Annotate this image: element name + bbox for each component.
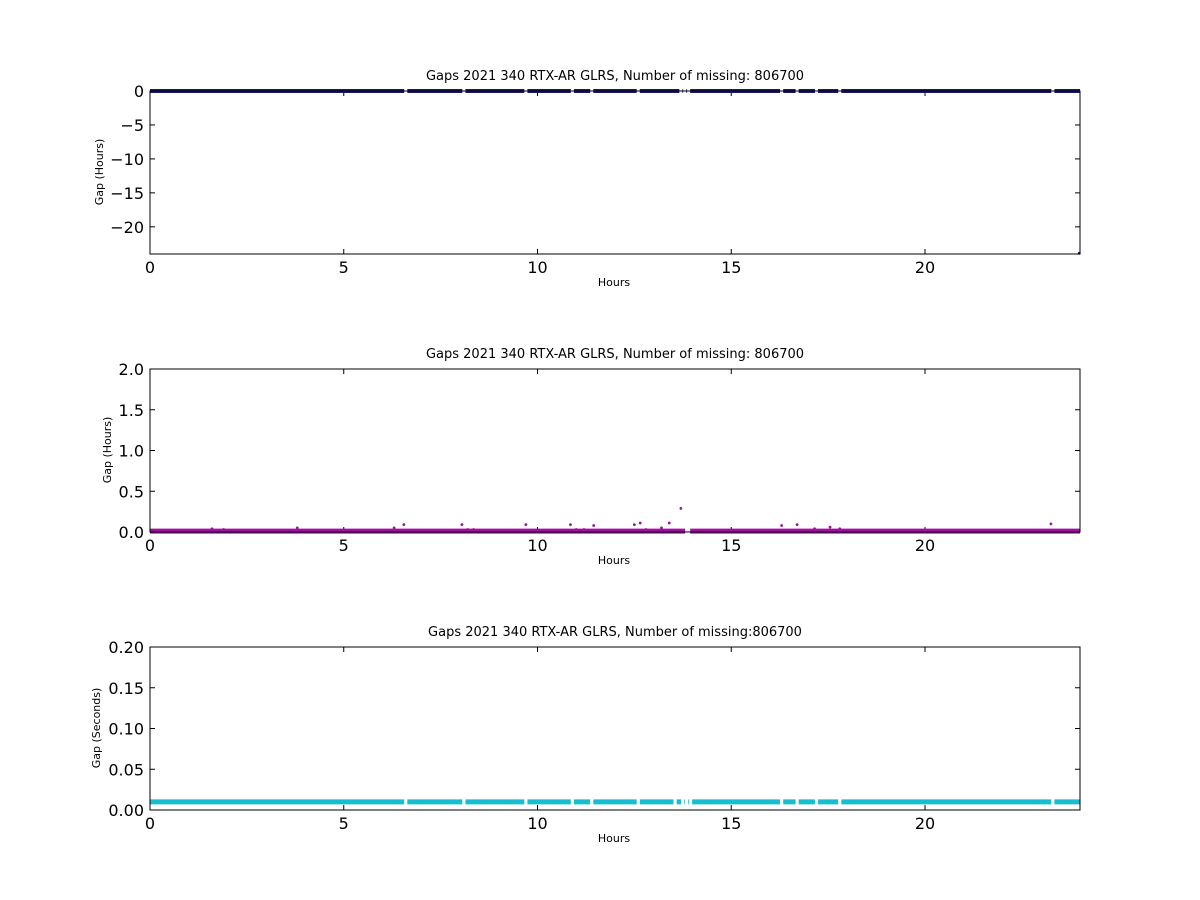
y-tick-label: 0.05 bbox=[108, 760, 144, 779]
y-tick-label: 0.15 bbox=[108, 679, 144, 698]
data-point bbox=[679, 506, 683, 510]
data-point bbox=[210, 527, 214, 531]
tick-group: 0 5 10 15 20 0.00 0.05 0.10 0.15 0.20 bbox=[108, 638, 1080, 833]
axes-frame bbox=[149, 646, 1081, 811]
y-axis-label: Gap (Hours) bbox=[93, 139, 106, 206]
y-axis-label: Gap (Hours) bbox=[101, 417, 114, 484]
y-tick-label: 1.5 bbox=[119, 401, 144, 420]
x-axis-label: Hours bbox=[598, 276, 630, 289]
plot-area bbox=[150, 506, 1080, 534]
x-tick-label: 20 bbox=[915, 536, 935, 555]
y-tick-label: 1.0 bbox=[119, 442, 144, 461]
y-tick-label: 0.0 bbox=[119, 523, 144, 542]
y-tick-label: −10 bbox=[110, 150, 144, 169]
y-tick-label: 0.10 bbox=[108, 720, 144, 739]
data-point bbox=[780, 524, 784, 527]
x-tick-label: 10 bbox=[527, 814, 547, 833]
data-point bbox=[569, 523, 572, 527]
chart-panel-3: Gaps 2021 340 RTX-AR GLRS, Number of mis… bbox=[90, 625, 1081, 845]
x-tick-label: 20 bbox=[915, 258, 935, 277]
data-point bbox=[828, 525, 832, 529]
data-point bbox=[638, 521, 642, 525]
y-tick-label: 0 bbox=[134, 82, 144, 101]
data-point bbox=[795, 523, 799, 527]
x-tick-label: 0 bbox=[145, 258, 155, 277]
data-point bbox=[838, 527, 842, 531]
y-tick-label: −15 bbox=[110, 184, 144, 203]
x-tick-label: 10 bbox=[527, 258, 547, 277]
x-tick-label: 5 bbox=[339, 814, 349, 833]
data-point bbox=[392, 526, 396, 530]
data-point bbox=[524, 523, 528, 527]
axes-frame bbox=[149, 90, 1081, 255]
y-tick-label: −20 bbox=[110, 218, 144, 237]
chart-title: Gaps 2021 340 RTX-AR GLRS, Number of mis… bbox=[426, 347, 804, 362]
x-tick-label: 15 bbox=[721, 814, 741, 833]
data-point bbox=[813, 527, 816, 531]
tick-group: 0 5 10 15 20 0.0 0.5 1.0 1.5 2.0 bbox=[119, 360, 1080, 555]
data-point bbox=[460, 523, 464, 527]
data-point bbox=[472, 528, 475, 531]
chart-panel-1: Gaps 2021 340 RTX-AR GLRS, Number of mis… bbox=[93, 69, 1081, 289]
data-point bbox=[1049, 522, 1053, 526]
y-tick-label: −5 bbox=[120, 116, 144, 135]
tick-group: 0 5 10 15 20 0 −5 −10 −15 −20 bbox=[110, 82, 1080, 277]
data-point bbox=[574, 528, 578, 531]
data-point bbox=[667, 521, 671, 525]
x-tick-label: 0 bbox=[145, 814, 155, 833]
data-point bbox=[644, 528, 648, 531]
x-tick-label: 15 bbox=[721, 258, 741, 277]
y-tick-label: 2.0 bbox=[119, 360, 144, 379]
x-tick-label: 0 bbox=[145, 536, 155, 555]
y-tick-label: 0.00 bbox=[108, 801, 144, 820]
x-tick-label: 10 bbox=[527, 536, 547, 555]
chart-title: Gaps 2021 340 RTX-AR GLRS, Number of mis… bbox=[428, 625, 802, 640]
chart-panel-2: Gaps 2021 340 RTX-AR GLRS, Number of mis… bbox=[101, 347, 1081, 567]
data-point bbox=[222, 528, 226, 531]
chart-title: Gaps 2021 340 RTX-AR GLRS, Number of mis… bbox=[426, 69, 804, 84]
x-tick-label: 5 bbox=[339, 536, 349, 555]
data-point bbox=[632, 523, 636, 527]
x-tick-label: 15 bbox=[721, 536, 741, 555]
data-point bbox=[592, 524, 596, 527]
axes-frame bbox=[149, 368, 1081, 533]
x-axis-label: Hours bbox=[598, 554, 630, 567]
x-tick-label: 20 bbox=[915, 814, 935, 833]
y-tick-label: 0.5 bbox=[119, 482, 144, 501]
y-tick-label: 0.20 bbox=[108, 638, 144, 657]
data-point bbox=[466, 528, 470, 531]
data-point bbox=[582, 528, 586, 531]
data-point bbox=[402, 523, 406, 527]
x-tick-label: 5 bbox=[339, 258, 349, 277]
data-point bbox=[660, 526, 663, 530]
data-point bbox=[295, 526, 299, 530]
x-axis-label: Hours bbox=[598, 832, 630, 845]
y-axis-label: Gap (Seconds) bbox=[90, 688, 103, 769]
